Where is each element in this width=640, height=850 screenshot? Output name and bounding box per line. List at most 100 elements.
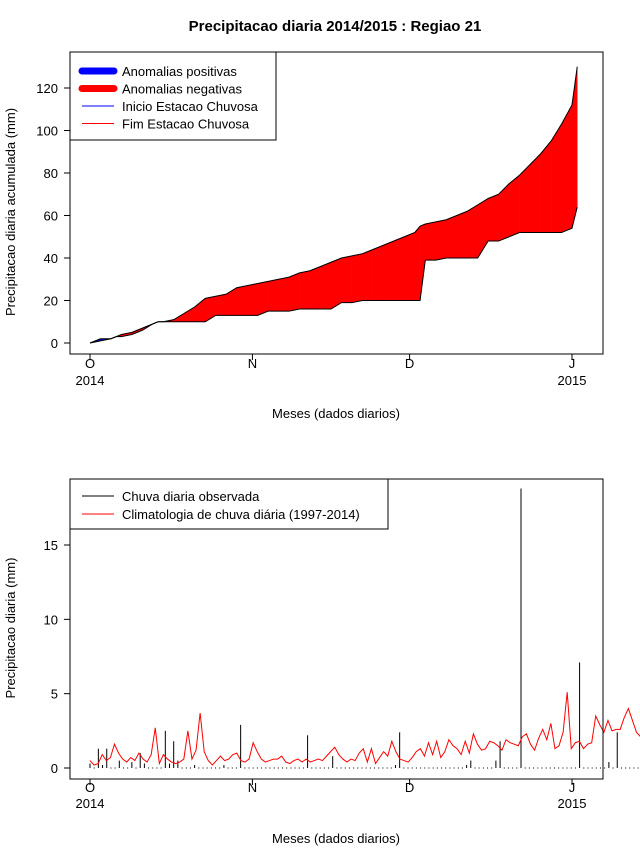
zero-marker (302, 767, 304, 769)
zero-marker (365, 767, 367, 769)
zero-marker (269, 767, 271, 769)
zero-marker (152, 767, 154, 769)
zero-marker (261, 767, 263, 769)
x-tick-year: 2015 (558, 796, 587, 811)
zero-marker (265, 767, 267, 769)
zero-marker (566, 767, 568, 769)
zero-marker (587, 767, 589, 769)
zero-marker (244, 767, 246, 769)
zero-marker (549, 767, 551, 769)
zero-marker (231, 767, 233, 769)
zero-marker (369, 767, 371, 769)
x-tick-month: J (569, 356, 576, 371)
y-tick-label: 100 (36, 124, 58, 139)
legend-label: Anomalias negativas (122, 82, 242, 97)
zero-marker (382, 767, 384, 769)
y-tick-label: 0 (51, 336, 58, 351)
x-tick-year: 2014 (76, 796, 105, 811)
zero-marker (311, 767, 313, 769)
zero-marker (545, 767, 547, 769)
zero-marker (478, 767, 480, 769)
zero-marker (315, 767, 317, 769)
legend-box (69, 51, 277, 141)
negative-anomaly-segment (435, 219, 447, 261)
zero-marker (537, 767, 539, 769)
negative-anomaly-segment (529, 153, 541, 233)
legend: Chuva diaria observada Climatologia de ch… (69, 478, 389, 530)
zero-marker (541, 767, 543, 769)
zero-marker (281, 767, 283, 769)
zero-marker (336, 767, 338, 769)
zero-marker (461, 767, 463, 769)
zero-marker (273, 767, 275, 769)
zero-marker (411, 767, 413, 769)
y-tick-label: 20 (44, 294, 58, 309)
zero-marker (114, 767, 116, 769)
zero-marker (386, 767, 388, 769)
zero-marker (604, 767, 606, 769)
zero-marker (127, 767, 129, 769)
negative-anomaly-segment (330, 257, 342, 310)
zero-marker (583, 767, 585, 769)
negative-anomaly-segment (487, 193, 499, 242)
zero-marker (629, 767, 631, 769)
zero-marker (487, 767, 489, 769)
zero-marker (227, 767, 229, 769)
zero-marker (277, 767, 279, 769)
negative-anomaly-segment (341, 255, 353, 303)
zero-marker (256, 767, 258, 769)
zero-marker (570, 767, 572, 769)
zero-marker (290, 767, 292, 769)
zero-marker (449, 767, 451, 769)
y-axis: 0 20 40 60 80 100 120 (36, 81, 70, 351)
legend: Anomalias positivas Anomalias negativas In… (69, 51, 277, 141)
y-tick-label: 0 (51, 761, 58, 776)
zero-marker (219, 767, 221, 769)
y-axis: 0 5 10 15 (44, 538, 70, 776)
cumulative-panel: 0 20 40 60 80 100 120 O 2014 N D J 2015 Meses (dado… (3, 51, 604, 421)
zero-marker (625, 767, 627, 769)
y-tick-label: 15 (44, 538, 58, 553)
zero-marker (298, 767, 300, 769)
zero-marker (407, 767, 409, 769)
zero-marker (160, 767, 162, 769)
x-tick-month: D (405, 780, 414, 795)
negative-anomaly-segment (393, 236, 405, 301)
y-tick-label: 120 (36, 81, 58, 96)
zero-marker (457, 767, 459, 769)
zero-marker (507, 767, 509, 769)
climatology-cumulative-line (89, 66, 578, 344)
zero-marker (294, 767, 296, 769)
zero-marker (415, 767, 417, 769)
negative-anomaly-segment (257, 281, 269, 316)
zero-marker (491, 767, 493, 769)
zero-marker (558, 767, 560, 769)
zero-marker (524, 767, 526, 769)
zero-marker (361, 767, 363, 769)
zero-marker (595, 767, 597, 769)
zero-marker (574, 767, 576, 769)
negative-anomaly-segment (456, 210, 468, 259)
zero-marker (340, 767, 342, 769)
negative-anomaly-segment (550, 123, 562, 233)
zero-marker (319, 767, 321, 769)
negative-anomaly-segment (205, 295, 216, 323)
zero-marker (432, 767, 434, 769)
x-tick-month: N (248, 356, 257, 371)
negative-anomaly-segment (508, 174, 520, 238)
zero-marker (357, 767, 359, 769)
y-tick-label: 5 (51, 687, 58, 702)
zero-marker (198, 767, 200, 769)
zero-marker (286, 767, 288, 769)
x-tick-month: N (248, 780, 257, 795)
zero-marker (424, 767, 426, 769)
zero-marker (344, 767, 346, 769)
y-tick-label: 10 (44, 612, 58, 627)
plot-frame (69, 51, 604, 355)
negative-anomaly-segment (425, 221, 437, 261)
zero-marker (210, 767, 212, 769)
x-tick-month: J (569, 780, 576, 795)
zero-marker (156, 767, 158, 769)
zero-marker (512, 767, 514, 769)
